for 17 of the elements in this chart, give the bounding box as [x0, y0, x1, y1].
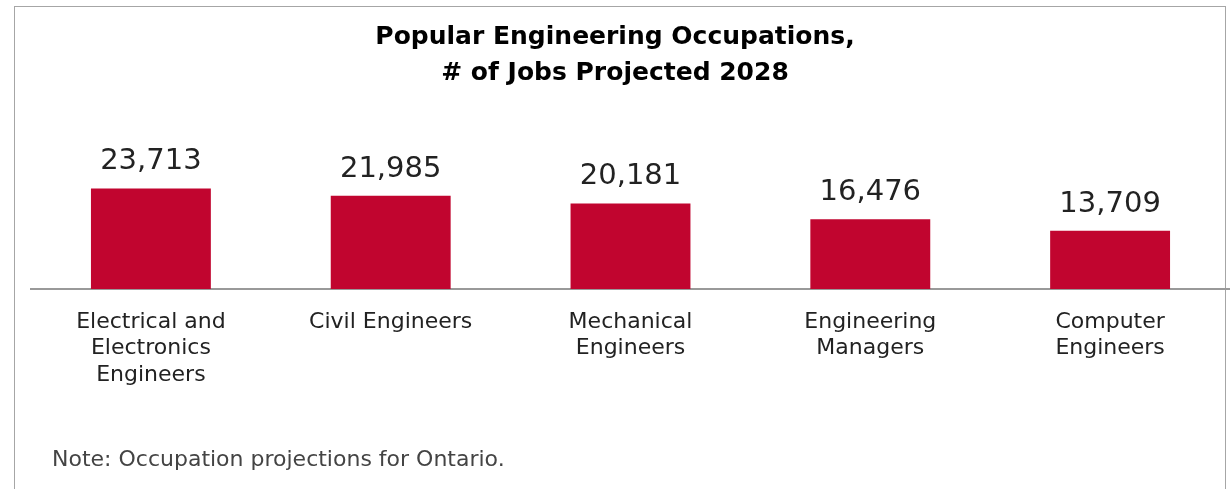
data-label: 23,713 [100, 142, 202, 177]
data-label: 16,476 [819, 173, 922, 208]
x-tick-label: Engineering Managers [804, 307, 937, 360]
data-label: 20,181 [579, 157, 682, 192]
data-label: 21,985 [339, 149, 442, 184]
bar [330, 195, 451, 289]
text: Note: Occupation projections for Ontario. [52, 446, 505, 471]
x-tick-label: Mechanical Engineers [568, 307, 693, 360]
x-tick-label: Electrical and Electronics Engineers [76, 307, 226, 386]
data-label: 13,709 [1059, 184, 1161, 219]
bar [570, 203, 691, 289]
chart-title: Popular Engineering Occupations, # of Jobs Projected 2028 [375, 21, 855, 86]
bar [1050, 230, 1171, 289]
x-tick-label: Computer Engineers [1055, 307, 1166, 360]
bar [90, 188, 211, 289]
bar [810, 219, 931, 289]
x-tick-label: Civil Engineers [309, 307, 473, 333]
